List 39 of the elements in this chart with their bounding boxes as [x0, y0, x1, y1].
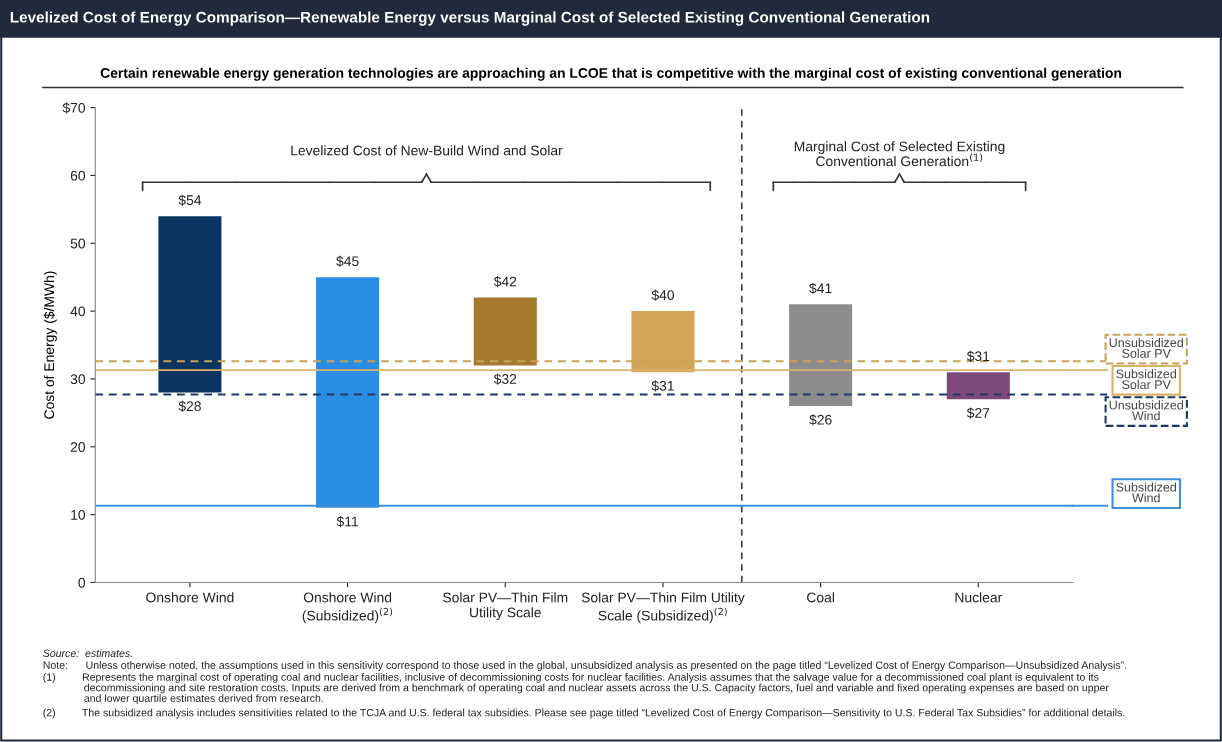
annotation: $32: [493, 373, 517, 385]
annotation: Marginal Cost of Selected Existing Conventional Generation$^{(1)}$: [794, 141, 1005, 167]
text: (1) Represents the marginal cost of operating coal and nuclear facilities, inclusive of decommissioning costs for nuclear facilities. Analysis assumes that the salvage value for a decommissioned coal plant is equivalent to its decommissioning and site restoration costs. Inputs are derived from a benchmark of operating coal and nuclear assets across the U.S. Capacity factors, fuel and variable and fixed operating expenses are based on upper and lower quartile estimates derived from research.: [43, 672, 1109, 705]
y-tick-label: 30: [70, 374, 86, 385]
ref-line-label: Unsubsidized Solar PV: [1109, 337, 1183, 358]
y-tick-label: 50: [70, 238, 86, 249]
annotation: $28: [178, 400, 201, 412]
annotation: Levelized Cost of New-Build Wind and Solar: [291, 145, 563, 156]
text: (2) The subsidized analysis includes sensitivities related to the TCJA and U.S. federal tax subsidies. Please see page titled “Levelized Cost of Energy Comparison—Sensitivity to U.S. Federal Tax Subsidies” for additional details.: [43, 708, 1125, 719]
annotation: $45: [336, 255, 359, 267]
annotation: $40: [651, 289, 674, 301]
y-tick-label: 20: [70, 442, 86, 452]
source-note: Source: estimates.: [43, 649, 132, 657]
y-axis-title: Cost of Energy ($/MWh): [43, 271, 57, 419]
chart-title: Levelized Cost of Energy Comparison—Renewable Energy versus Marginal Cost of Selected Existing Conventional Generation: [10, 11, 930, 26]
x-tick-label: Nuclear: [955, 592, 1003, 603]
x-tick-label: Coal: [807, 592, 834, 603]
ref-line-label: Subsidized Wind: [1116, 482, 1177, 503]
annotation: $11: [336, 515, 358, 528]
annotation: $41: [809, 282, 832, 295]
chart-subtitle: Certain renewable energy generation technologies are approaching an LCOE that is competitive with the marginal cost of existing conventional generation: [100, 67, 1122, 81]
annotation: $27: [966, 407, 990, 419]
annotation: $26: [809, 414, 832, 426]
y-tick-label: 0: [78, 577, 86, 588]
annotation: $31: [651, 380, 674, 392]
x-tick-label: Onshore Wind (Subsidized)$^{(2)}$: [302, 592, 393, 624]
y-tick-label: $70: [62, 102, 86, 114]
x-tick-label: Solar PV—Thin Film Utility Scale: [443, 592, 568, 621]
annotation: $31: [966, 350, 990, 362]
y-tick-label: 40: [70, 306, 86, 317]
y-tick-label: 60: [70, 170, 86, 181]
ref-line-label: Subsidized Solar PV: [1116, 369, 1177, 390]
x-tick-label: Onshore Wind: [146, 592, 234, 603]
annotation: $42: [493, 276, 517, 288]
x-tick-label: Solar PV—Thin Film Utility Scale (Subsidized)$^{(2)}$: [581, 592, 745, 624]
text: Note: Unless otherwise noted, the assumptions used in this sensitivity correspond to those used in the global, unsubsidized analysis as presented on the page titled “Levelized Cost of Energy Comparison—Unsubsidized Analysis”.: [43, 661, 1127, 671]
annotation: $54: [178, 194, 202, 206]
ref-line-label: Unsubsidized Wind: [1109, 400, 1183, 421]
y-tick-label: 10: [71, 509, 86, 520]
